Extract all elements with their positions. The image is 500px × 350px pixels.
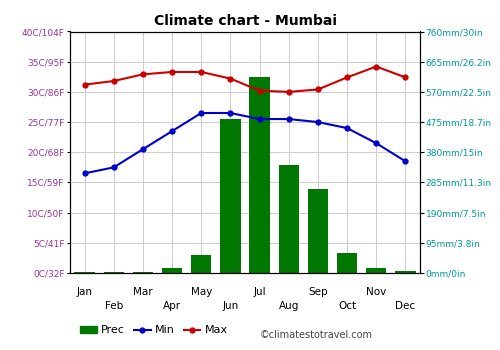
Text: Jun: Jun: [222, 301, 238, 311]
Bar: [74, 272, 95, 273]
Bar: [395, 271, 415, 273]
Bar: [104, 272, 124, 273]
Text: Mar: Mar: [133, 287, 152, 297]
Bar: [250, 77, 270, 273]
Bar: [132, 272, 153, 273]
Text: ©climatestotravel.com: ©climatestotravel.com: [260, 329, 373, 340]
Text: Jan: Jan: [76, 287, 92, 297]
Bar: [308, 189, 328, 273]
Legend: Prec, Min, Max: Prec, Min, Max: [76, 321, 233, 340]
Text: Nov: Nov: [366, 287, 386, 297]
Bar: [337, 253, 357, 273]
Text: Aug: Aug: [278, 301, 299, 311]
Title: Climate chart - Mumbai: Climate chart - Mumbai: [154, 14, 336, 28]
Bar: [366, 268, 386, 273]
Text: Jul: Jul: [254, 287, 266, 297]
Text: Dec: Dec: [396, 301, 415, 311]
Text: Feb: Feb: [104, 301, 123, 311]
Bar: [220, 119, 240, 273]
Text: Apr: Apr: [163, 301, 181, 311]
Text: Oct: Oct: [338, 301, 356, 311]
Text: May: May: [190, 287, 212, 297]
Bar: [162, 268, 182, 273]
Bar: [191, 255, 212, 273]
Text: Sep: Sep: [308, 287, 328, 297]
Bar: [278, 165, 299, 273]
